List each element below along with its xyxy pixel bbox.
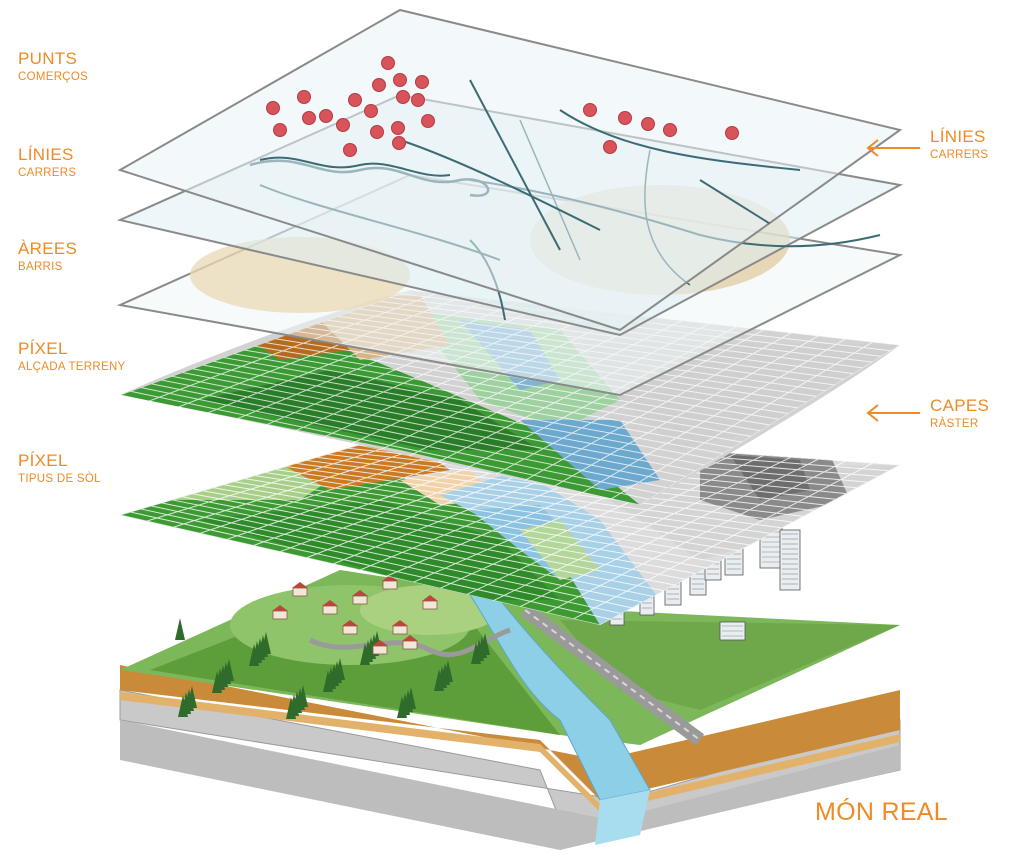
label-capes: CAPES RÀSTER [930, 397, 989, 431]
label-linies-right-subtitle: CARRERS [930, 149, 989, 161]
label-capes-subtitle: RÀSTER [930, 418, 979, 430]
label-linies-left-subtitle: CARRERS [18, 167, 77, 179]
label-arees: ÀREES BARRIS [18, 240, 77, 274]
label-punts-subtitle: COMERÇOS [18, 71, 89, 83]
points-layer [117, 8, 903, 332]
label-pixel-sol-subtitle: TIPUS DE SÒL [18, 473, 101, 485]
label-mon-real-title: MÓN REAL [815, 798, 948, 826]
arrow-raster-icon [866, 404, 920, 422]
label-linies-right: LÍNIES CARRERS [930, 128, 988, 162]
label-linies-left-title: LÍNIES [18, 145, 74, 164]
real-world-block [119, 487, 901, 850]
label-punts-title: PUNTS [18, 49, 78, 68]
label-pixel-alcada-title: PÍXEL [18, 339, 68, 358]
label-arees-title: ÀREES [18, 239, 78, 258]
label-linies-right-title: LÍNIES [930, 127, 986, 146]
label-punts: PUNTS COMERÇOS [18, 50, 88, 84]
label-pixel-alcada-subtitle: ALÇADA TERRENY [18, 361, 126, 373]
label-linies-left: LÍNIES CARRERS [18, 146, 76, 180]
label-pixel-sol: PÍXEL TIPUS DE SÒL [18, 452, 101, 486]
arrow-lines-icon [866, 139, 920, 157]
label-arees-subtitle: BARRIS [18, 261, 63, 273]
label-pixel-sol-title: PÍXEL [18, 451, 68, 470]
label-mon-real: MÓN REAL [815, 800, 948, 825]
label-pixel-alcada: PÍXEL ALÇADA TERRENY [18, 340, 126, 374]
label-capes-title: CAPES [930, 396, 990, 415]
